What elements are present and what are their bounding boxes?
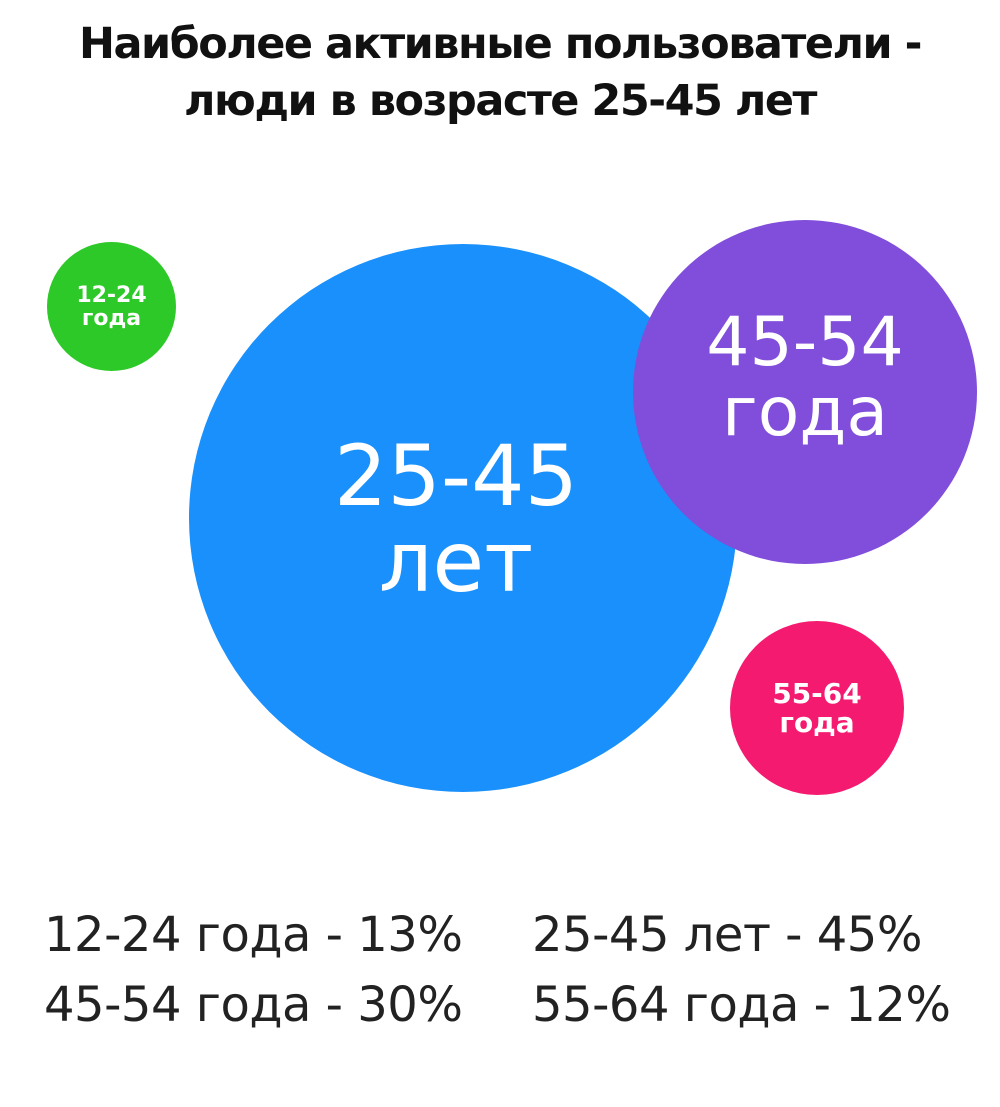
bubble-45-54-unit: года bbox=[721, 373, 888, 452]
bubble-12-24-range: 12-24 bbox=[76, 282, 147, 308]
bubble-12-24-unit: года bbox=[81, 305, 142, 331]
bubble-12-24: 12-24 года bbox=[47, 242, 176, 371]
legend: 12-24 года - 13% 25-45 лет - 45% 45-54 г… bbox=[44, 900, 984, 1040]
bubble-45-54: 45-54 года bbox=[633, 220, 977, 564]
bubble-55-64-unit: года bbox=[779, 706, 855, 739]
legend-item-55-64: 55-64 года - 12% bbox=[532, 977, 951, 1033]
bubble-25-45-range: 25-45 bbox=[333, 427, 579, 525]
chart-title: Наиболее активные пользователи - люди в … bbox=[0, 16, 1000, 130]
bubble-55-64: 55-64 года bbox=[730, 621, 904, 795]
bubble-25-45-unit: лет bbox=[378, 513, 534, 611]
legend-item-45-54: 45-54 года - 30% bbox=[44, 977, 463, 1033]
chart-title-line-1: Наиболее активные пользователи - bbox=[79, 19, 922, 69]
legend-row: 12-24 года - 13% 25-45 лет - 45% bbox=[44, 900, 984, 970]
bubble-55-64-range: 55-64 bbox=[772, 677, 862, 710]
legend-item-12-24: 12-24 года - 13% bbox=[44, 907, 463, 963]
chart-title-line-2: люди в возрасте 25-45 лет bbox=[184, 76, 817, 126]
legend-item-25-45: 25-45 лет - 45% bbox=[532, 907, 922, 963]
legend-row: 45-54 года - 30% 55-64 года - 12% bbox=[44, 970, 984, 1040]
bubble-45-54-range: 45-54 bbox=[706, 303, 904, 382]
